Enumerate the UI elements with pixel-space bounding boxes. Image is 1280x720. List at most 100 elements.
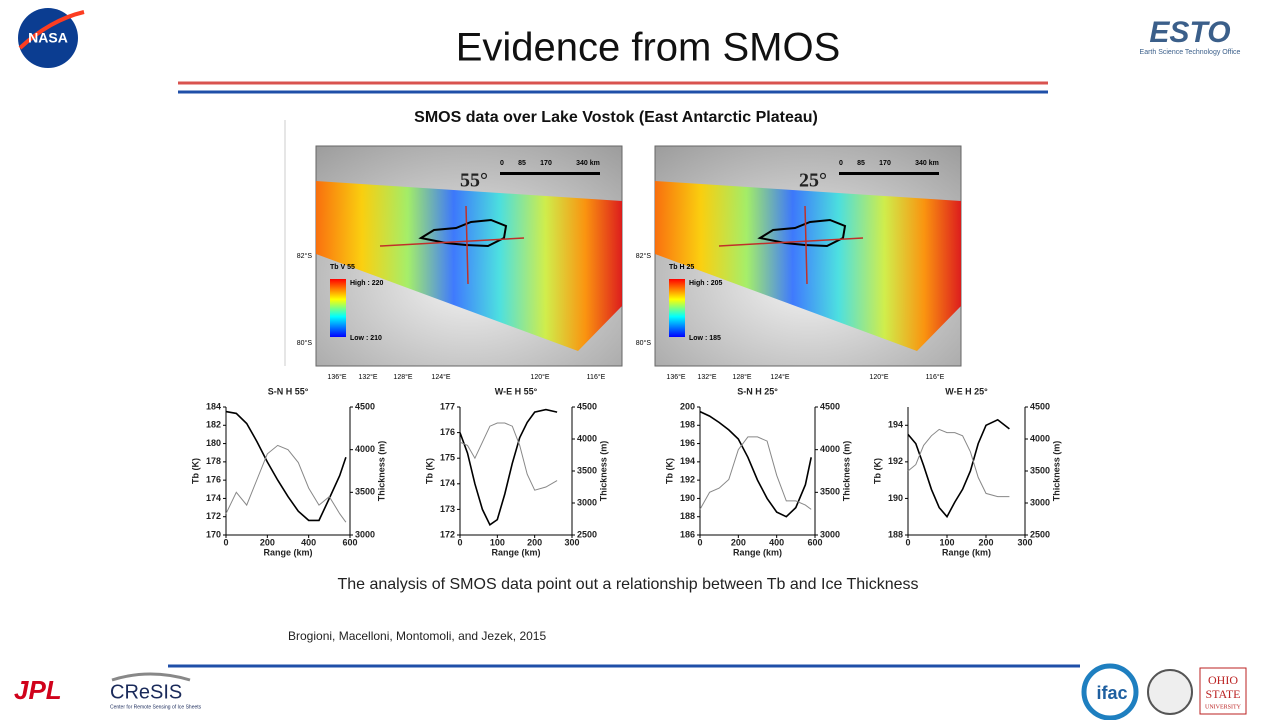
legend-title: Tb H 25 <box>669 264 694 271</box>
ifac-ring <box>1081 663 1139 720</box>
nasa-swoosh <box>18 10 85 50</box>
x-tick-label: 200 <box>260 537 275 547</box>
transect <box>465 205 469 285</box>
y-tick-label: 186 <box>680 529 695 539</box>
lake-outline <box>418 218 508 248</box>
y2-tick-label: 3500 <box>355 487 375 497</box>
x-axis-label: Range (km) <box>491 547 540 557</box>
lon-label: 120°E <box>530 373 549 381</box>
cresis-arc <box>111 672 191 682</box>
x-tick-label: 0 <box>697 537 702 547</box>
y-tick-label: 184 <box>206 401 221 411</box>
y2-tick-label: 4500 <box>355 401 375 411</box>
y2-axis-label: Thickness (m) <box>598 441 608 502</box>
transect <box>379 237 525 247</box>
lon-label: 128°E <box>732 373 751 381</box>
ohio-2: STATE <box>1205 687 1240 701</box>
x-tick-label: 0 <box>905 537 910 547</box>
lon-label: 116°E <box>587 373 606 381</box>
data-line <box>225 444 347 523</box>
ohio-box <box>1199 667 1247 715</box>
y-tick-label: 174 <box>440 478 455 488</box>
lon-label: 136°E <box>327 373 346 381</box>
data-line <box>459 422 558 491</box>
chart-title: S-N H 55° <box>268 386 309 396</box>
lat-label: 80°S <box>297 339 313 347</box>
y-tick-label: 192 <box>680 475 695 485</box>
lon-label: 132°E <box>358 373 377 381</box>
slide-title: Evidence from SMOS <box>456 26 841 70</box>
y2-tick-label: 3000 <box>355 529 375 539</box>
x-tick-label: 100 <box>939 537 954 547</box>
y2-axis-label: Thickness (m) <box>841 441 851 502</box>
chart-title: W-E H 25° <box>945 386 988 396</box>
y-tick-label: 188 <box>680 511 695 521</box>
x-tick-label: 400 <box>301 537 316 547</box>
scale-bar <box>500 172 600 175</box>
y-axis-label: Tb (K) <box>872 458 882 484</box>
nasa-logo <box>18 8 78 68</box>
lat-label: 82°S <box>297 252 313 260</box>
scale-label: 85 <box>857 160 865 167</box>
y-tick-label: 196 <box>680 438 695 448</box>
seal <box>1147 669 1193 715</box>
y-tick-label: 188 <box>888 529 903 539</box>
x-tick-label: 300 <box>564 537 579 547</box>
y-tick-label: 180 <box>206 438 221 448</box>
lon-label: 136°E <box>666 373 685 381</box>
lon-label: 132°E <box>697 373 716 381</box>
y2-tick-label: 4500 <box>577 401 597 411</box>
legend-low: Low : 210 <box>350 335 382 342</box>
jpl-logo: JPL <box>14 675 62 705</box>
y-tick-label: 200 <box>680 401 695 411</box>
x-tick-label: 200 <box>731 537 746 547</box>
y-tick-label: 198 <box>680 420 695 430</box>
y-tick-label: 174 <box>206 493 221 503</box>
colorbar <box>669 279 685 337</box>
ohio-3: UNIVERSITY <box>1205 704 1242 710</box>
ohio-1: OHIO <box>1208 673 1238 687</box>
data-line <box>699 436 812 510</box>
y2-tick-label: 2500 <box>577 529 597 539</box>
y-tick-label: 172 <box>440 529 455 539</box>
lake-outline <box>757 218 847 248</box>
x-axis-label: Range (km) <box>733 547 782 557</box>
x-tick-label: 200 <box>978 537 993 547</box>
y-axis-label: Tb (K) <box>190 458 200 484</box>
legend-title: Tb V 55 <box>330 264 355 271</box>
scale-label: 0 <box>500 160 504 167</box>
y-tick-label: 192 <box>888 456 903 466</box>
y2-tick-label: 4000 <box>577 433 597 443</box>
data-line <box>225 410 347 522</box>
map-swath <box>655 181 961 351</box>
data-line <box>459 408 558 526</box>
scale-label: 340 km <box>915 160 939 167</box>
y2-axis-label: Thickness (m) <box>376 441 386 502</box>
esto-sub: Earth Science Technology Office <box>1140 49 1241 56</box>
x-tick-label: 0 <box>457 537 462 547</box>
map-swath <box>316 181 622 351</box>
incidence-angle: 55° <box>460 170 488 192</box>
y-tick-label: 178 <box>206 456 221 466</box>
lat-label: 80°S <box>636 339 652 347</box>
y2-tick-label: 3000 <box>820 529 840 539</box>
x-tick-label: 300 <box>1017 537 1032 547</box>
ifac-logo: ifac <box>1096 683 1127 703</box>
citation: Brogioni, Macelloni, Montomoli, and Jeze… <box>288 629 546 643</box>
y-tick-label: 190 <box>680 493 695 503</box>
chart-title: W-E H 55° <box>495 386 538 396</box>
y-tick-label: 176 <box>206 475 221 485</box>
y2-tick-label: 4500 <box>1030 401 1050 411</box>
y-tick-label: 170 <box>206 529 221 539</box>
x-tick-label: 400 <box>769 537 784 547</box>
data-line <box>699 410 812 518</box>
lon-label: 124°E <box>770 373 789 381</box>
caption: The analysis of SMOS data point out a re… <box>337 576 918 593</box>
y-tick-label: 194 <box>888 420 903 430</box>
y2-tick-label: 4000 <box>820 444 840 454</box>
map: 0 85 170 340 km 55° Tb V 55 High : 220 Low : 21… <box>297 145 623 381</box>
y-tick-label: 194 <box>680 456 695 466</box>
x-tick-label: 600 <box>807 537 822 547</box>
data-line <box>907 428 1010 498</box>
